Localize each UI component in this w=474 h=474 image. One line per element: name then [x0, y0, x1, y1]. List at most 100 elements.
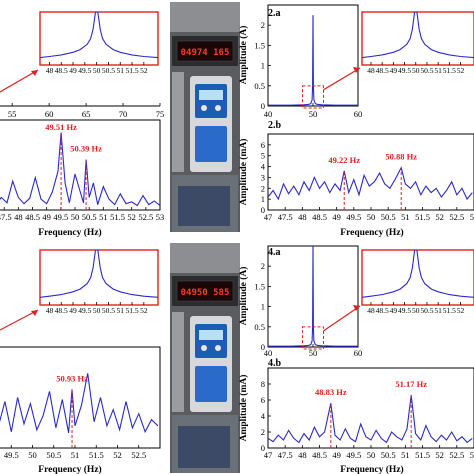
x-tick-label: 51.5	[443, 66, 456, 75]
chart-left-1-top: 55 60 65 70 75	[0, 103, 164, 119]
x-tick-label: 48.5	[55, 66, 68, 75]
peak-annotation-1: 51.17 Hz	[395, 379, 427, 389]
y-tick-label: 2	[261, 427, 265, 437]
y-tick-label: 2	[261, 20, 265, 30]
x-tick-label: 52	[435, 212, 444, 222]
x-tick-label: 50.5	[102, 66, 115, 75]
x-tick-label: 48.5	[312, 450, 327, 460]
x-tick-label: 50	[309, 348, 318, 358]
x-tick-label: 50	[93, 306, 101, 315]
x-tick-label: 49	[332, 212, 341, 222]
x-tick-label: 51	[434, 66, 442, 75]
x-axis-label: Frequency (Hz)	[38, 227, 101, 238]
x-axis-label: Frequency (Hz)	[340, 464, 403, 474]
x-tick-label: 50.5	[46, 450, 61, 460]
y-tick-label: 1	[261, 302, 265, 312]
x-tick-label: 55	[8, 109, 17, 119]
y-tick-label: 4	[261, 162, 266, 172]
x-tick-label: 75	[156, 109, 165, 119]
y-tick-label: 1.5	[254, 40, 265, 50]
x-tick-label: 47.5	[278, 212, 293, 222]
x-tick-label: 49	[390, 306, 398, 315]
peak-annotation-1: 50.39 Hz	[70, 144, 102, 154]
y-tick-label: 6	[261, 140, 265, 150]
plot-frame	[361, 249, 474, 306]
x-axis-label: Frequency (Hz)	[340, 227, 403, 238]
x-tick-label: 50.5	[82, 212, 97, 222]
y-tick-label: 5	[261, 151, 265, 161]
x-tick-label: 51	[99, 212, 108, 222]
y-axis-label: Amplitude (A)	[238, 26, 249, 85]
zoom-arrow	[323, 305, 361, 332]
x-tick-label: 47.5	[278, 450, 293, 460]
x-tick-label: 70	[119, 109, 128, 119]
chart-4b: 4747.54848.54949.55050.55151.55252.55302…	[238, 367, 474, 474]
x-tick-label: 65	[82, 109, 91, 119]
x-tick-label: 50	[28, 450, 37, 460]
x-tick-label: 48	[367, 66, 375, 75]
x-tick-label: 49.5	[398, 66, 411, 75]
zoom-arrowhead	[353, 67, 360, 73]
x-tick-label: 48	[298, 212, 307, 222]
panel-label-2a: 2.a	[268, 8, 281, 19]
chart-4a: 40 50 60 0 0.5 1 1.5 2 Amplitude (A)	[238, 245, 362, 358]
x-tick-label: 49.5	[4, 450, 19, 460]
x-tick-label: 50.5	[420, 66, 433, 75]
series-line-0	[40, 12, 158, 59]
peak-annotation-1: 50.93 Hz	[56, 373, 88, 383]
x-tick-label: 49.5	[53, 212, 68, 222]
x-tick-label: 48.5	[376, 66, 389, 75]
y-axis-label: Amplitude (mA)	[238, 139, 249, 206]
x-tick-label: 51.5	[89, 450, 104, 460]
x-tick-label: 47.5	[0, 212, 12, 222]
x-tick-label: 48.5	[312, 212, 327, 222]
x-tick-label: 48	[298, 450, 307, 460]
x-tick-label: 60	[354, 109, 363, 119]
x-tick-label: 49.5	[398, 306, 411, 315]
chart-4-inset: 48 48.5 49 49.5 50 50.5 51 51.5 52	[361, 249, 474, 315]
y-axis-label: Amplitude (mA)	[238, 375, 249, 442]
x-tick-label: 51	[401, 212, 410, 222]
chart-2b: 4747.54848.54949.55050.55151.55252.55301…	[238, 133, 474, 238]
x-tick-label: 51.5	[110, 212, 125, 222]
x-tick-label: 49	[332, 450, 341, 460]
x-tick-label: 51	[116, 66, 124, 75]
x-tick-label: 51.5	[443, 306, 456, 315]
inset-arrow-0	[0, 69, 39, 93]
chart-left-2-inset: 48 48.5 49 49.5 50 50.5 51 51.5 52	[39, 249, 159, 315]
x-tick-label: 48	[14, 212, 23, 222]
x-tick-label: 51	[434, 306, 442, 315]
plot-frame	[39, 11, 159, 66]
inset-arrow-1	[0, 309, 39, 331]
zoom-region	[302, 326, 324, 350]
x-tick-label: 48	[46, 306, 54, 315]
series-line-0	[268, 395, 473, 444]
x-axis-label: Frequency (Hz)	[38, 464, 101, 474]
series-line-0	[0, 373, 159, 434]
y-tick-label: 3	[261, 172, 265, 182]
inset-arrowhead-1	[31, 310, 38, 316]
x-tick-label: 40	[264, 348, 273, 358]
x-tick-label: 52	[127, 212, 136, 222]
x-tick-label: 51.5	[125, 306, 138, 315]
y-tick-label: 1.5	[254, 281, 265, 291]
y-tick-label: 0.5	[254, 81, 265, 91]
chart-2a: 40 50 60 0 0.5 1 1.5 2 Amplitude (A)	[238, 4, 363, 119]
panel-label-4a: 4.a	[268, 247, 281, 258]
x-tick-label: 51	[401, 450, 410, 460]
inset-arrowhead-0	[31, 70, 38, 76]
x-tick-label: 50.5	[420, 306, 433, 315]
y-tick-label: 0	[261, 342, 265, 352]
peak-annotation-1: 50.88 Hz	[385, 152, 417, 162]
x-tick-label: 51.5	[415, 212, 430, 222]
series-line-0	[268, 15, 358, 106]
x-tick-label: 48	[367, 306, 375, 315]
x-tick-label: 48.5	[376, 306, 389, 315]
y-tick-label: 1	[261, 194, 265, 204]
x-tick-label: 47	[264, 450, 273, 460]
x-tick-label: 49.5	[346, 212, 361, 222]
y-tick-label: 1	[261, 61, 265, 71]
chart-left-1-inset: 48 48.5 49 49.5 50 50.5 51 51.5 52	[39, 11, 159, 75]
series-line-0	[362, 250, 474, 298]
